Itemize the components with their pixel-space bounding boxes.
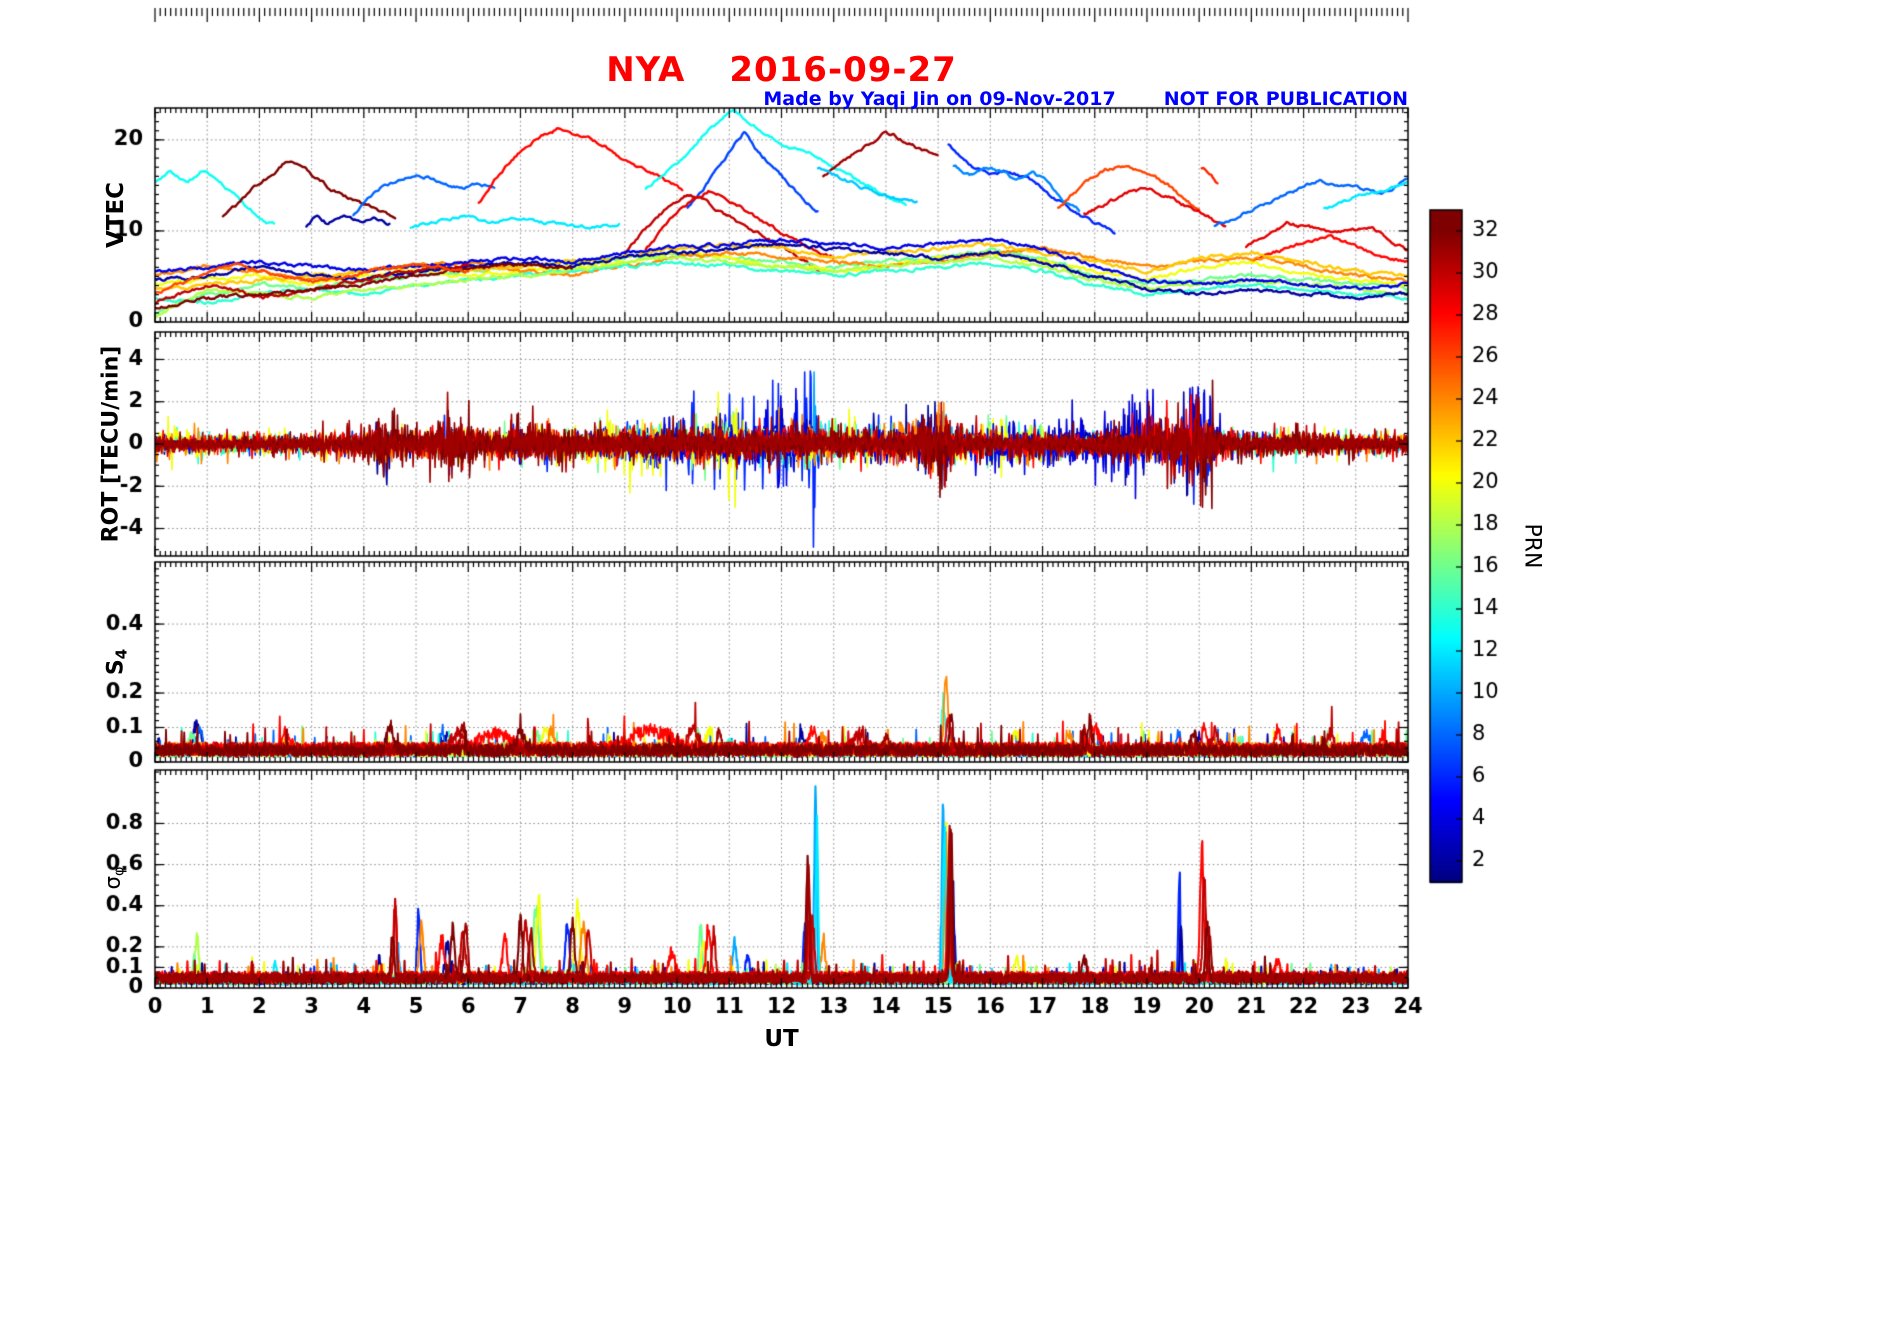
sigma-phi-axis-label: σφ — [100, 866, 128, 890]
ut-axis-label: UT — [764, 1026, 799, 1052]
publication-notice: NOT FOR PUBLICATION — [1163, 88, 1408, 110]
station-name: NYA — [606, 50, 686, 90]
s4-axis-label: S4 — [103, 648, 131, 676]
credit-text: Made by Yaqi Jin on 09-Nov-2017 — [763, 88, 1116, 110]
figure-title: NYA 2016-09-27 — [155, 50, 1408, 90]
prn-colorbar-label: PRN — [1519, 523, 1545, 569]
vtec-axis-label: VTEC — [102, 181, 129, 249]
plot-date: 2016-09-27 — [729, 50, 957, 90]
credit-line: Made by Yaqi Jin on 09-Nov-2017 NOT FOR P… — [155, 88, 1408, 110]
rot-axis-label: ROT [TECU/min] — [98, 345, 124, 543]
